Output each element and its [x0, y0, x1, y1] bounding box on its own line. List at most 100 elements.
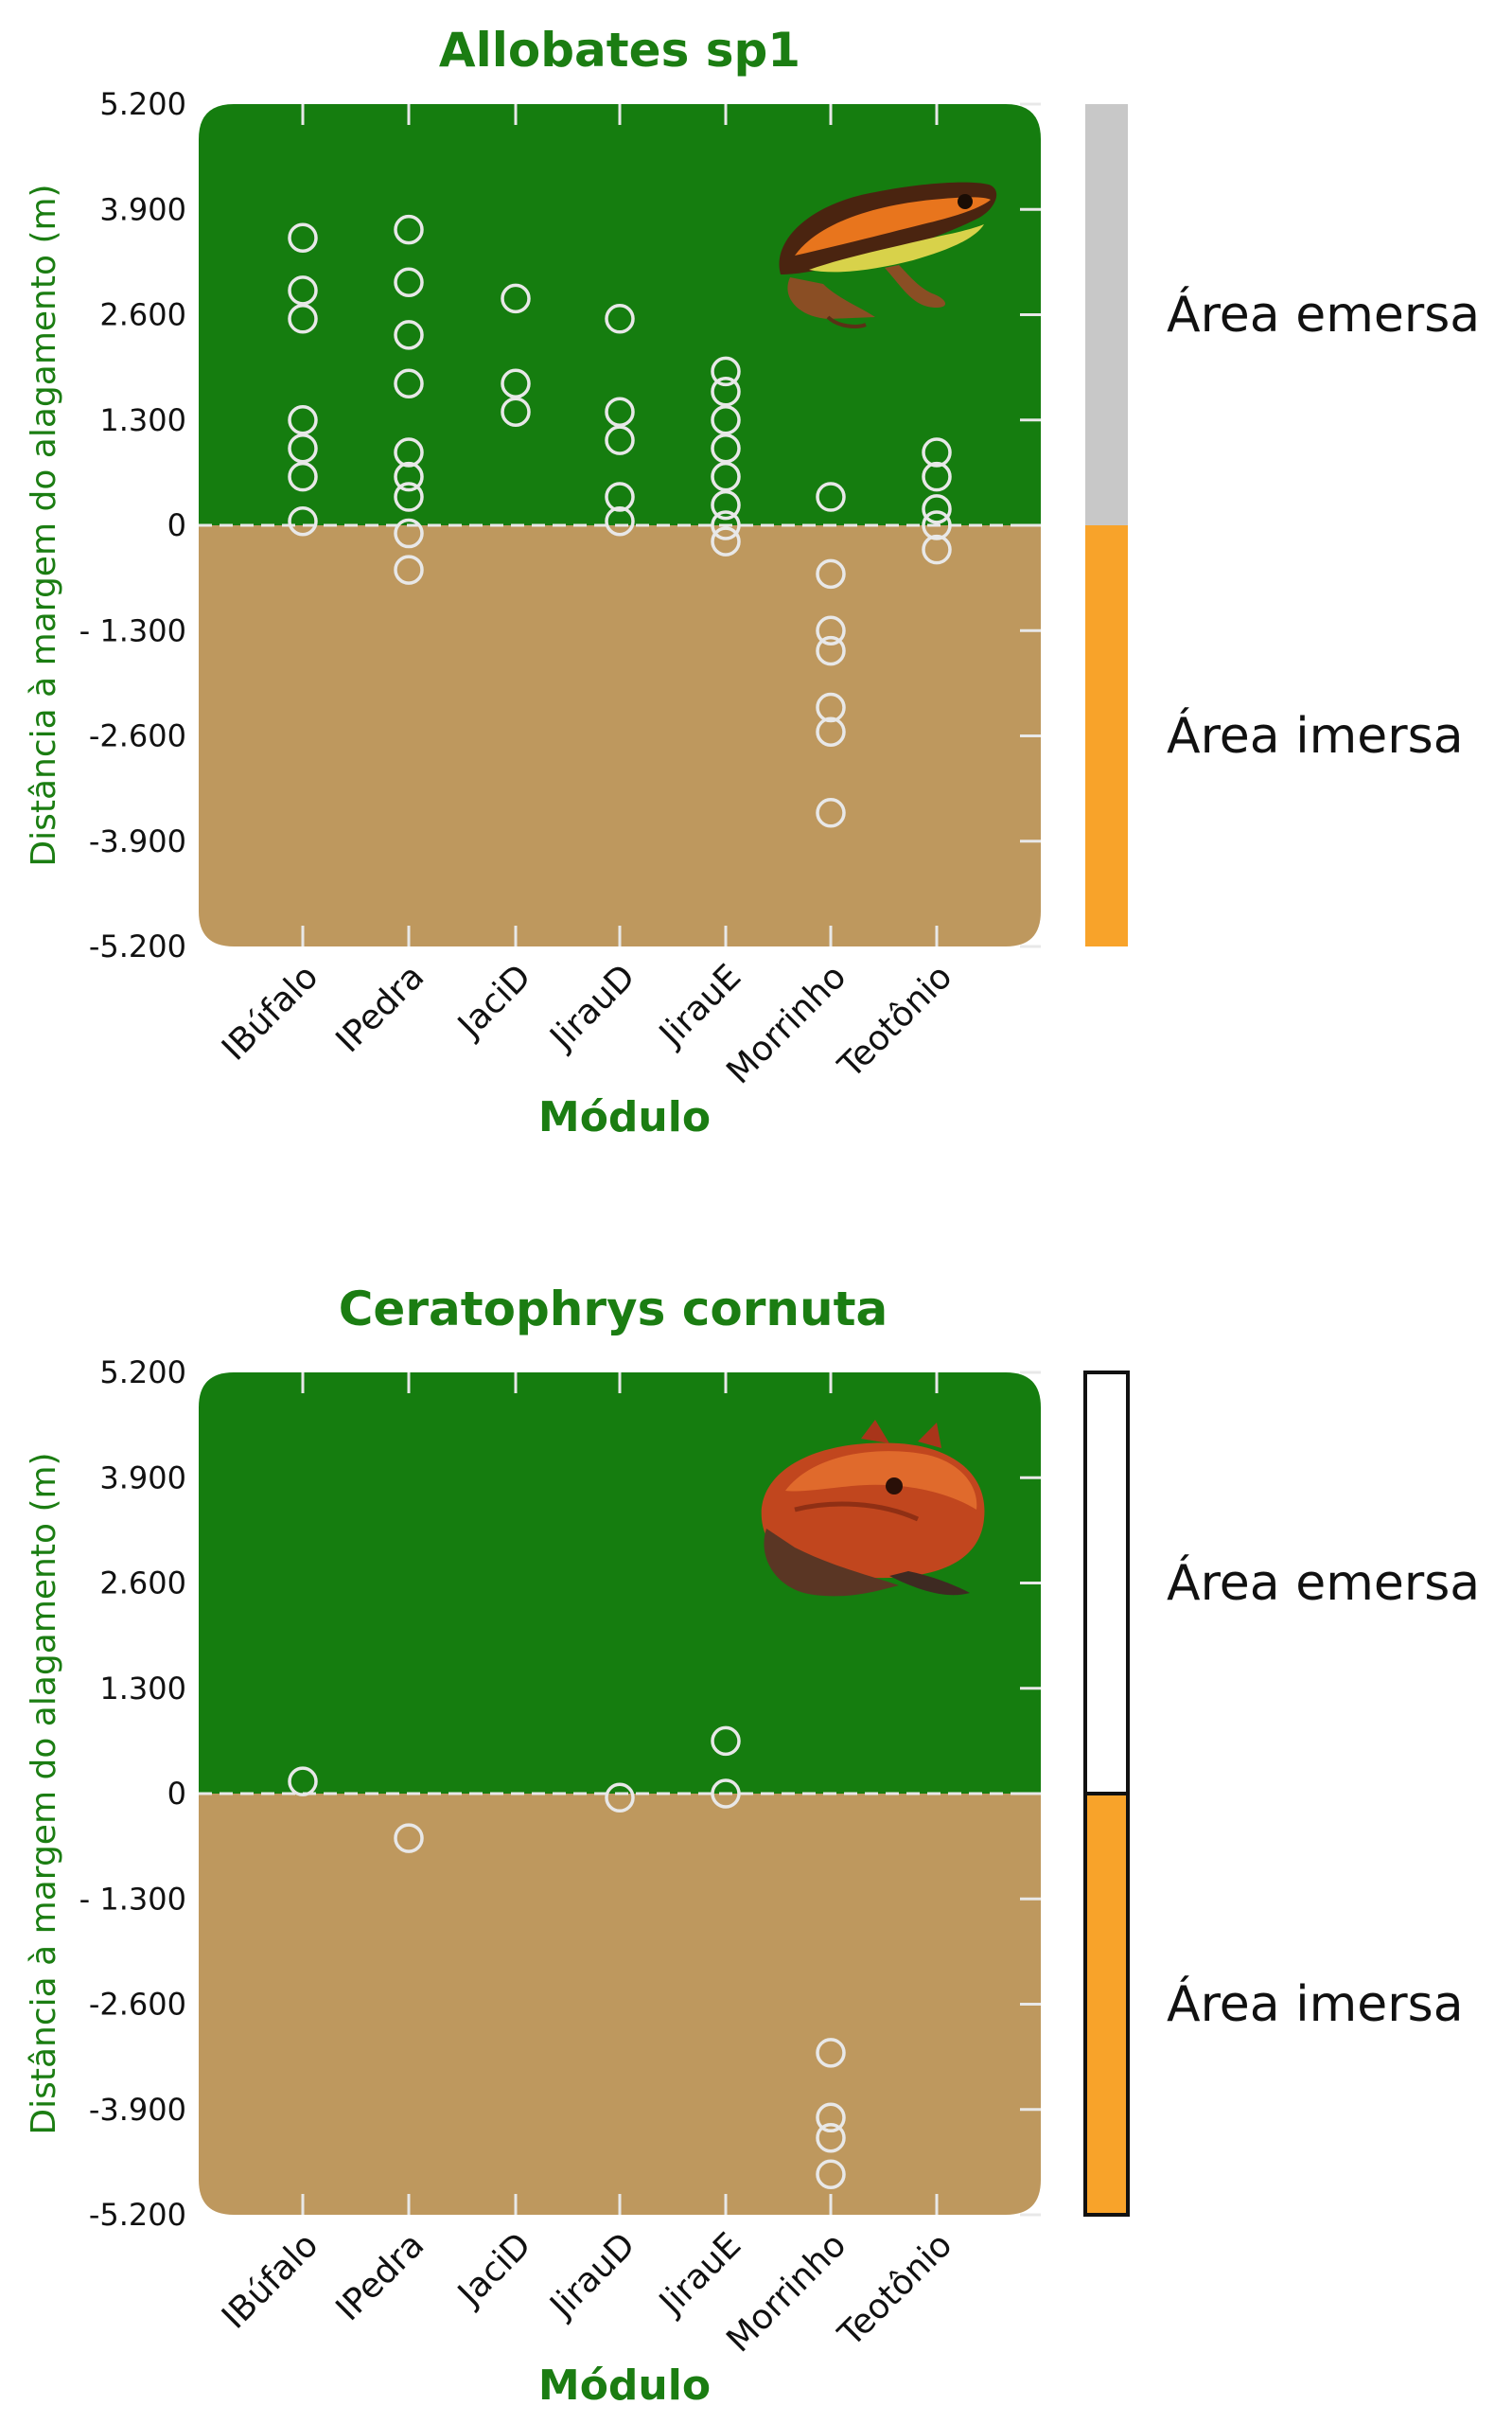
y-tick-label: -5.200 [89, 2197, 186, 2233]
y-tick-label: 2.600 [99, 297, 186, 333]
y-tick-label: -5.200 [89, 929, 186, 964]
data-point [605, 505, 635, 537]
data-point [288, 222, 318, 253]
y-tick-labels: 5.200 3.900 2.600 1.300 0 - 1.300 -2.600 -3.900… [79, 86, 186, 964]
data-point [922, 534, 952, 565]
x-axis-label: Módulo [538, 2361, 711, 2410]
chart-allobates: Allobates sp1 5.200 3.900 2.600 1.300 0 - 1.3… [25, 23, 1041, 1141]
immersed-legend-swatch [1083, 1792, 1130, 2217]
y-tick-labels: 5.200 3.900 2.600 1.300 0 - 1.300 -2.600 -3.900… [79, 1354, 186, 2233]
x-tick-label: JirauE [651, 2225, 748, 2323]
data-point [816, 692, 846, 723]
data-point [816, 635, 846, 666]
zone-legend-bar: Área emersa Área imersa [1083, 1371, 1480, 2217]
data-point [711, 356, 741, 387]
x-tick-label: Teotônio [831, 957, 959, 1086]
x-tick-labels: IBúfalo IPedra JaciD JirauD JirauEMorrinhoTe… [215, 2225, 959, 2360]
data-point [922, 437, 952, 468]
y-tick-label: 5.200 [99, 1354, 186, 1390]
chart-title: Ceratophrys cornuta [339, 1282, 888, 1336]
data-point [711, 1725, 741, 1757]
x-tick-label: IPedra [329, 957, 432, 1060]
data-point [711, 433, 741, 464]
emerged-legend-swatch [1085, 104, 1128, 525]
data-points [288, 214, 952, 828]
y-tick-label: 1.300 [99, 1671, 186, 1707]
data-point [711, 1778, 741, 1809]
x-tick-label: JaciD [449, 957, 538, 1046]
data-point [288, 433, 318, 464]
x-tick-label: JirauD [542, 957, 643, 1058]
data-point [394, 555, 424, 585]
data-point [816, 2122, 846, 2153]
y-tick-label: 2.600 [99, 1565, 186, 1601]
data-point [501, 283, 531, 314]
x-tick-label: IBúfalo [215, 957, 325, 1068]
y-tick-label: -2.600 [89, 1987, 186, 2023]
y-tick-label: 3.900 [99, 1459, 186, 1495]
immersed-zone [199, 1794, 1041, 2215]
data-points [288, 1725, 846, 2189]
data-point [394, 267, 424, 298]
frog-illustration [779, 182, 997, 328]
data-point [816, 2159, 846, 2189]
x-tick-label: JaciD [449, 2225, 538, 2314]
x-tick-labels: IBúfalo IPedra JaciD JirauD JirauEMorrinhoTe… [215, 957, 959, 1091]
y-axis-label: Distância à margem do alagamento (m) [25, 1452, 63, 2134]
emerged-zone [199, 104, 1041, 525]
x-tick-label: IBúfalo [215, 2225, 325, 2336]
y-tick-label: - 1.300 [79, 612, 186, 648]
data-point [816, 716, 846, 747]
immersed-zone [199, 525, 1041, 946]
y-tick-label: 0 [167, 1776, 186, 1812]
chart-title: Allobates sp1 [439, 23, 800, 78]
data-point [711, 461, 741, 492]
chart-ceratophrys: Ceratophrys cornuta 5.200 3.900 2.600 1.300… [25, 1282, 1041, 2410]
x-tick-label: IPedra [329, 2225, 432, 2328]
x-axis-label: Módulo [538, 1093, 711, 1141]
data-point [711, 405, 741, 435]
data-point [394, 1823, 424, 1853]
data-point [288, 304, 318, 334]
data-point [711, 377, 741, 407]
data-point [922, 494, 952, 524]
data-point [711, 526, 741, 557]
emerged-legend-label: Área emersa [1167, 1554, 1480, 1612]
y-tick-label: - 1.300 [79, 1881, 186, 1917]
data-point [711, 489, 741, 521]
x-tick-label: Teotônio [831, 2225, 959, 2354]
frog-illustration [761, 1420, 985, 1597]
data-point [605, 397, 635, 427]
y-tick-label: 5.200 [99, 86, 186, 122]
data-point [605, 1782, 635, 1813]
data-point [288, 461, 318, 492]
data-point [394, 482, 424, 512]
y-tick-label: 0 [167, 507, 186, 543]
zone-legend-bar: Área emersa Área imersa [1085, 104, 1480, 946]
emerged-legend-label: Área emersa [1167, 286, 1480, 344]
tick-marks [301, 102, 1041, 948]
data-point [816, 558, 846, 590]
data-point [711, 510, 741, 540]
immersed-legend-label: Área imersa [1167, 707, 1464, 765]
y-tick-label: -3.900 [89, 2092, 186, 2128]
data-point [605, 425, 635, 455]
x-tick-label: JirauE [651, 957, 748, 1054]
y-tick-label: -2.600 [89, 718, 186, 754]
data-point [922, 461, 952, 492]
emerged-legend-swatch [1083, 1371, 1130, 1795]
data-point [816, 798, 846, 828]
data-point [501, 368, 531, 398]
data-point [816, 2038, 846, 2068]
data-point [394, 518, 424, 549]
data-point [605, 304, 635, 334]
y-axis-label: Distância à margem do alagamento (m) [25, 184, 63, 866]
tick-marks [301, 1371, 1041, 2217]
data-point [288, 405, 318, 435]
data-point [605, 482, 635, 512]
data-point [816, 615, 846, 646]
immersed-legend-label: Área imersa [1167, 1975, 1464, 2033]
data-point [288, 275, 318, 306]
data-point [394, 368, 424, 398]
